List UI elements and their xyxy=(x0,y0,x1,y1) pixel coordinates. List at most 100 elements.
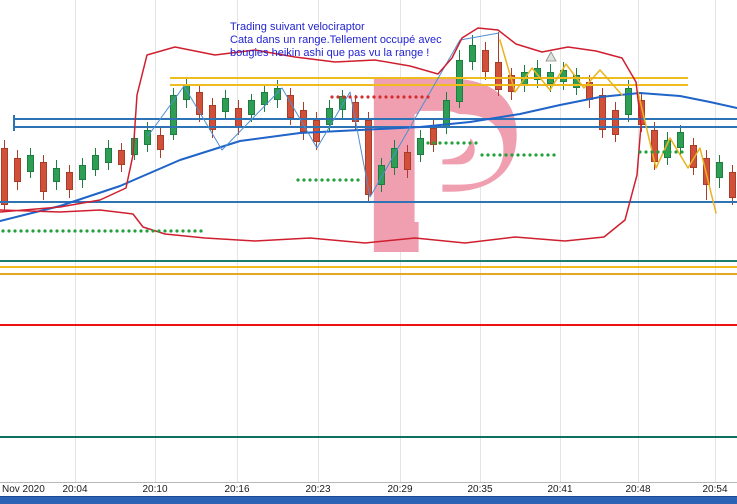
candle-up xyxy=(469,45,476,62)
zigzag-line-blue[interactable] xyxy=(147,32,500,198)
trend-dots-green-left xyxy=(1,229,5,233)
yellow-indicator-line-mid[interactable] xyxy=(499,39,623,96)
trend-dots-green-mid2 xyxy=(450,141,454,145)
trend-dots-green-left xyxy=(121,229,125,233)
candle-up xyxy=(391,148,398,168)
gridline xyxy=(75,0,76,482)
trend-dots-green-mid xyxy=(338,178,342,182)
candle-down xyxy=(495,62,502,90)
trend-dots-green-right xyxy=(480,153,484,157)
chart-annotation[interactable]: Trading suivant velociraptor Cata dans u… xyxy=(230,21,442,60)
trend-dots-green-far-right xyxy=(662,150,666,154)
trend-dots-red-mid xyxy=(390,95,394,99)
candle-up xyxy=(417,138,424,155)
candle-down xyxy=(599,95,606,130)
x-axis-label: 20:23 xyxy=(305,484,331,495)
trend-dots-green-right xyxy=(546,153,550,157)
annotation-line-1: Trading suivant velociraptor xyxy=(230,21,365,33)
triangle-up-marker xyxy=(545,51,557,62)
trend-dots-green-right xyxy=(498,153,502,157)
trend-dots-green-left xyxy=(19,229,23,233)
candle-up xyxy=(625,88,632,115)
trend-dots-green-left xyxy=(109,229,113,233)
trend-dots-green-mid xyxy=(308,178,312,182)
trend-dots-red-mid xyxy=(348,95,352,99)
trend-dots-red-mid xyxy=(396,95,400,99)
trend-dots-green-mid xyxy=(350,178,354,182)
candle-up xyxy=(560,70,567,82)
gridline xyxy=(237,0,238,482)
trend-dots-green-mid xyxy=(302,178,306,182)
x-axis-label: 20:04 xyxy=(62,484,88,495)
candle-down xyxy=(157,135,164,150)
candle-down xyxy=(482,50,489,72)
drawn-range-outline[interactable] xyxy=(0,27,642,244)
prorealtime-logo-inner: P xyxy=(401,85,509,257)
candle-up xyxy=(378,165,385,185)
trend-dots-green-right xyxy=(486,153,490,157)
trend-dots-green-left xyxy=(169,229,173,233)
trend-dots-green-left xyxy=(187,229,191,233)
candle-down xyxy=(1,148,8,205)
x-axis-label: 20:29 xyxy=(387,484,413,495)
trend-dots-red-mid xyxy=(360,95,364,99)
trend-dots-green-left xyxy=(133,229,137,233)
x-axis-label: 20:16 xyxy=(224,484,250,495)
trend-dots-green-mid xyxy=(314,178,318,182)
moving-average-line[interactable] xyxy=(0,92,737,222)
candle-up xyxy=(274,88,281,100)
trend-dots-green-mid2 xyxy=(462,141,466,145)
trend-dots-green-far-right xyxy=(674,150,678,154)
candle-up xyxy=(261,92,268,105)
x-axis-label: Nov 2020 xyxy=(2,484,45,495)
candle-down xyxy=(612,110,619,135)
trend-dots-green-mid xyxy=(326,178,330,182)
trend-dots-green-left xyxy=(199,229,203,233)
trend-dots-green-left xyxy=(175,229,179,233)
candle-up xyxy=(222,98,229,112)
trend-dots-green-left xyxy=(25,229,29,233)
candle-down xyxy=(508,75,515,92)
trend-dots-green-mid2 xyxy=(456,141,460,145)
candle-up xyxy=(677,132,684,148)
candle-up xyxy=(326,108,333,125)
x-axis-label: 20:41 xyxy=(547,484,573,495)
trend-dots-green-right xyxy=(552,153,556,157)
trend-dots-red-mid xyxy=(372,95,376,99)
trend-dots-green-mid xyxy=(332,178,336,182)
candle-down xyxy=(14,158,21,182)
trend-dots-green-left xyxy=(97,229,101,233)
trend-dots-green-right xyxy=(504,153,508,157)
yellow-indicator-line-right[interactable] xyxy=(637,91,717,214)
trend-dots-green-mid xyxy=(344,178,348,182)
trend-dots-green-far-right xyxy=(650,150,654,154)
trend-dots-green-far-right xyxy=(680,150,684,154)
trend-dots-green-left xyxy=(61,229,65,233)
taskbar-strip[interactable] xyxy=(0,496,737,504)
trend-dots-red-mid xyxy=(366,95,370,99)
trend-dots-red-mid xyxy=(414,95,418,99)
gridline xyxy=(318,0,319,482)
trend-dots-red-mid xyxy=(408,95,412,99)
trend-dots-green-left xyxy=(91,229,95,233)
trend-dots-green-left xyxy=(49,229,53,233)
trend-dots-green-mid2 xyxy=(468,141,472,145)
trend-dots-green-left xyxy=(37,229,41,233)
trend-dots-green-left xyxy=(139,229,143,233)
x-axis-label: 20:48 xyxy=(625,484,651,495)
trend-dots-green-left xyxy=(79,229,83,233)
trend-dots-green-right xyxy=(540,153,544,157)
trend-dots-green-mid2 xyxy=(474,141,478,145)
trend-dots-green-mid2 xyxy=(444,141,448,145)
trend-dots-green-mid2 xyxy=(438,141,442,145)
x-axis-separator xyxy=(0,482,737,483)
candle-up xyxy=(92,155,99,170)
candle-down xyxy=(729,172,736,198)
candle-up xyxy=(170,95,177,135)
trend-dots-red-mid xyxy=(342,95,346,99)
x-axis-label: 20:10 xyxy=(142,484,168,495)
candle-down xyxy=(209,105,216,130)
